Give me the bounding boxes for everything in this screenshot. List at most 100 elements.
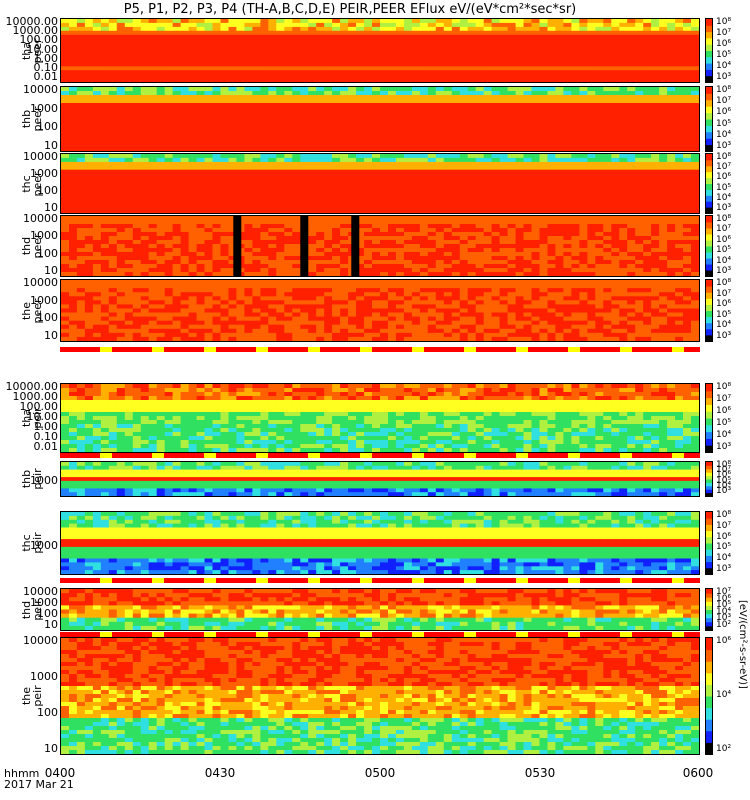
spectrogram-cell bbox=[69, 54, 78, 59]
spectrogram-cell bbox=[196, 272, 206, 276]
spectrogram-cell bbox=[308, 272, 317, 276]
spectrogram-cell bbox=[443, 46, 453, 52]
spectrogram-cell bbox=[124, 95, 134, 100]
spectrogram-cell bbox=[124, 197, 134, 202]
spectrogram-cell bbox=[483, 30, 493, 36]
spectrogram-cell bbox=[220, 220, 230, 225]
spectrogram-cell bbox=[635, 201, 644, 206]
spectrogram-cell bbox=[507, 34, 517, 40]
spectrogram-cell bbox=[427, 74, 437, 79]
spectrogram-cell bbox=[172, 173, 182, 179]
spectrogram-cell bbox=[100, 139, 110, 144]
spectrogram-cell bbox=[156, 232, 166, 237]
spectrogram-cell bbox=[643, 123, 652, 128]
spectrogram-cell bbox=[643, 70, 652, 75]
spectrogram-cell bbox=[403, 272, 413, 276]
spectrogram-cell bbox=[172, 107, 182, 112]
spectrogram-cell bbox=[260, 173, 269, 179]
spectrogram-cell bbox=[76, 154, 86, 159]
spectrogram-cell bbox=[619, 95, 628, 100]
spectrogram-cell bbox=[675, 147, 684, 151]
spectrogram-cell bbox=[324, 154, 333, 159]
spectrogram-cell bbox=[443, 169, 453, 175]
spectrogram-cell bbox=[260, 70, 269, 75]
spectrogram-cell bbox=[340, 139, 349, 144]
spectrogram-cell bbox=[300, 209, 309, 213]
spectrogram-cell bbox=[252, 50, 261, 55]
spectrogram-cell bbox=[667, 264, 676, 269]
spectrogram-cell bbox=[571, 157, 580, 163]
spectrogram-cell bbox=[547, 143, 557, 148]
spectrogram-cell bbox=[132, 244, 142, 249]
spectrogram-cell bbox=[116, 38, 126, 44]
spectrogram-cell bbox=[419, 46, 429, 52]
spectrogram-cell bbox=[132, 19, 142, 24]
spectrogram-cell bbox=[148, 70, 158, 75]
spectrogram-cell bbox=[252, 197, 261, 202]
spectrogram-cell bbox=[419, 165, 429, 171]
spectrogram-cell bbox=[507, 165, 517, 171]
spectrogram-cell bbox=[683, 34, 692, 40]
spectrogram-cell bbox=[388, 46, 397, 52]
spectrogram-cell bbox=[419, 30, 429, 36]
spectrogram-cell bbox=[435, 201, 445, 206]
spectrogram-cell bbox=[372, 91, 381, 96]
spectrogram-cell bbox=[276, 154, 285, 159]
spectrogram-cell bbox=[252, 224, 261, 229]
spectrogram-cell bbox=[427, 161, 437, 167]
spectrogram-cell bbox=[435, 220, 445, 225]
spectrogram-cell bbox=[252, 38, 261, 44]
spectrogram-cell bbox=[212, 209, 222, 213]
spectrogram-cell bbox=[204, 111, 214, 116]
spectrogram-cell bbox=[435, 264, 445, 269]
spectrogram-cell bbox=[587, 161, 596, 167]
spectrogram-cell bbox=[611, 107, 620, 112]
spectrogram-cell bbox=[435, 103, 445, 108]
spectrogram-cell bbox=[276, 193, 285, 198]
spectrogram-cell bbox=[124, 268, 134, 273]
spectrogram-cell bbox=[268, 181, 277, 186]
spectrogram-cell bbox=[627, 147, 636, 151]
spectrogram-cell bbox=[148, 169, 158, 175]
spectrogram-cell bbox=[292, 193, 301, 198]
spectrogram-cell bbox=[451, 220, 461, 225]
spectrogram-cell bbox=[124, 70, 134, 75]
spectrogram-cell bbox=[667, 54, 676, 59]
spectrogram-cell bbox=[459, 34, 469, 40]
spectrogram-cell bbox=[579, 232, 588, 237]
spectrogram-cell bbox=[419, 42, 429, 48]
spectrogram-cell bbox=[619, 185, 628, 190]
spectrogram-cell bbox=[188, 62, 198, 67]
spectrogram-cell bbox=[635, 268, 644, 273]
spectrogram-cell bbox=[340, 232, 349, 237]
spectrogram-cell bbox=[571, 91, 580, 96]
spectrogram-cell bbox=[380, 143, 389, 148]
spectrogram-cell bbox=[148, 205, 158, 210]
spectrogram-cell bbox=[411, 165, 421, 171]
spectrogram-cell bbox=[268, 220, 277, 225]
spectrogram-cell bbox=[212, 268, 222, 273]
spectrogram-cell bbox=[603, 228, 612, 233]
spectrogram-cell bbox=[603, 216, 612, 221]
spectrogram-cell bbox=[587, 139, 596, 144]
spectrogram-cell bbox=[132, 161, 142, 167]
spectrogram-cell bbox=[403, 201, 413, 206]
spectrogram-cell bbox=[539, 107, 549, 112]
spectrogram-cell bbox=[388, 123, 397, 128]
spectrogram-cell bbox=[84, 232, 94, 237]
spectrogram-cell bbox=[132, 248, 142, 253]
spectrogram-cell bbox=[148, 139, 158, 144]
spectrogram-cell bbox=[475, 177, 485, 183]
spectrogram-cell bbox=[579, 54, 588, 59]
spectrogram-cell bbox=[276, 26, 285, 32]
spectrogram-cell bbox=[69, 248, 78, 253]
spectrogram-cell bbox=[180, 220, 190, 225]
spectrogram-cell bbox=[92, 224, 102, 229]
spectrogram-cell bbox=[635, 115, 644, 120]
spectrogram-cell bbox=[348, 135, 357, 140]
spectrogram-cell bbox=[268, 216, 277, 221]
spectrogram-cell bbox=[100, 38, 110, 44]
spectrogram-cell bbox=[228, 197, 238, 202]
spectrogram-cell bbox=[683, 139, 692, 144]
spectrogram-cell bbox=[507, 46, 517, 52]
